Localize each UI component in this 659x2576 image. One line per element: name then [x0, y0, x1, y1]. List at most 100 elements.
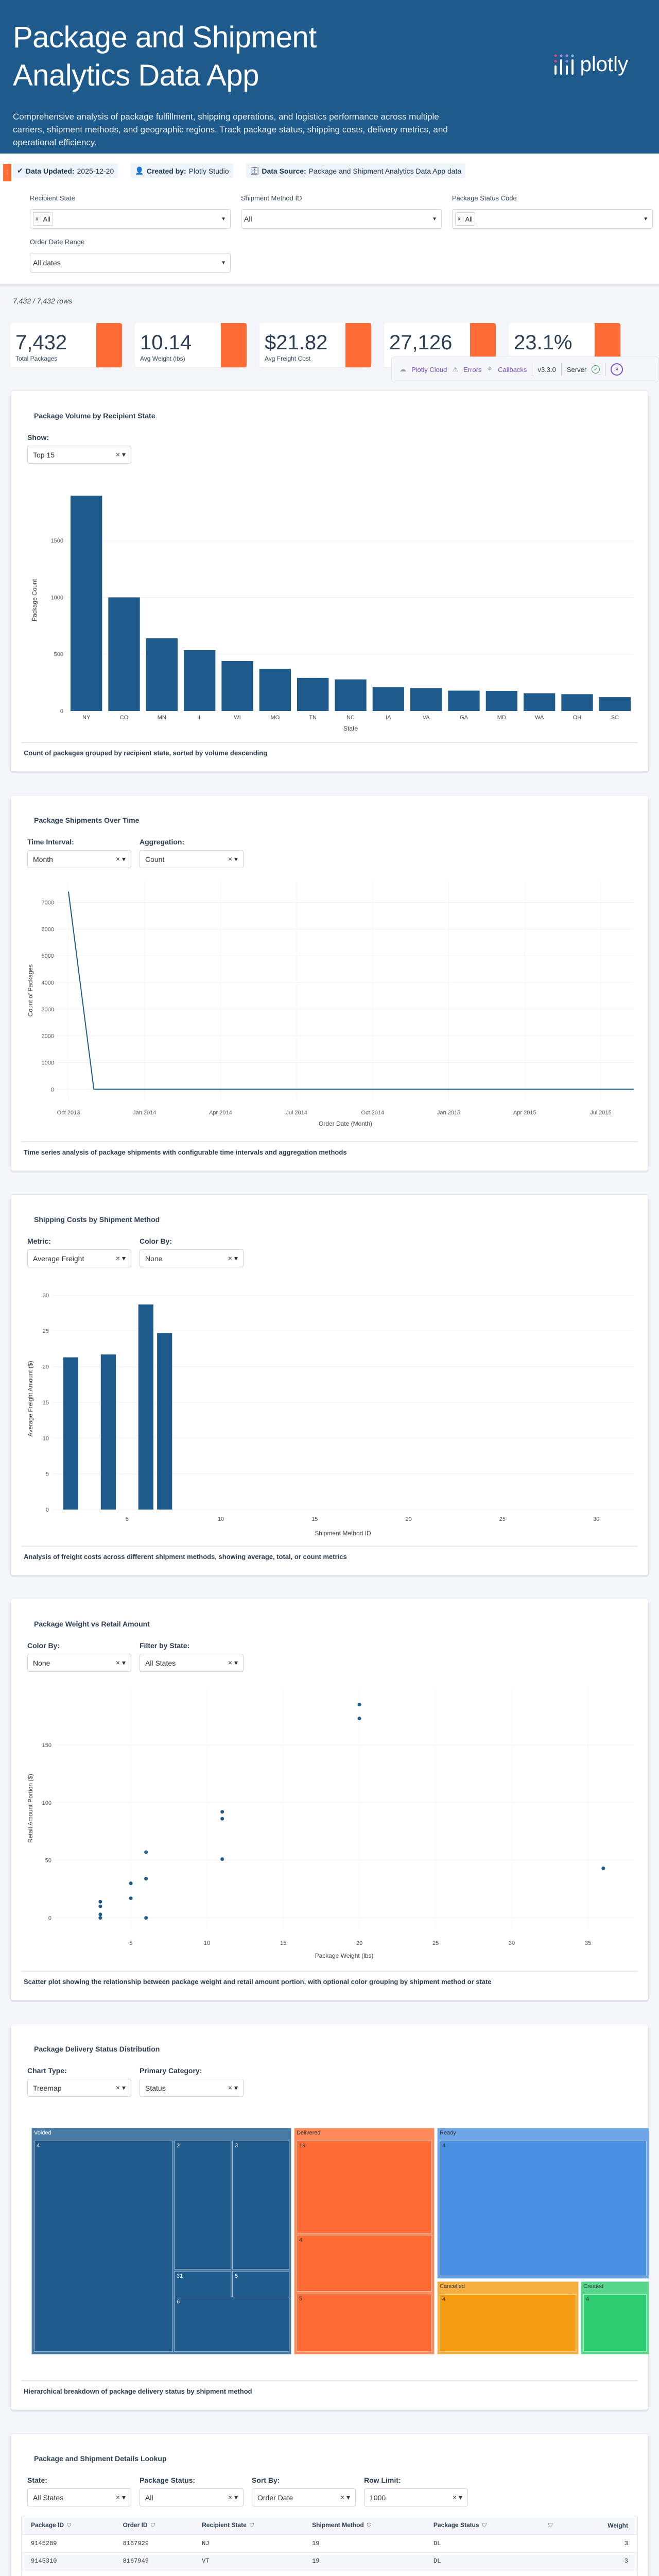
column-header[interactable]: Weight: [576, 2516, 637, 2535]
bar[interactable]: [448, 690, 480, 711]
table-row[interactable]: 83808417491242MA33: [22, 2570, 637, 2576]
treemap-tile[interactable]: 4: [34, 2141, 173, 2352]
scatter-point[interactable]: [357, 1703, 361, 1707]
bar[interactable]: [138, 1304, 153, 1510]
chevron-down-icon[interactable]: ▼: [221, 216, 226, 222]
clear-chevron-icon[interactable]: × ▾: [228, 855, 238, 863]
scatter-point[interactable]: [144, 1877, 148, 1881]
clear-chevron-icon[interactable]: × ▾: [115, 2083, 126, 2092]
treemap-tile[interactable]: 4: [440, 2294, 576, 2352]
remove-chip-icon[interactable]: x: [456, 216, 463, 222]
show-dropdown[interactable]: Top 15 × ▾: [27, 446, 131, 464]
clear-chevron-icon[interactable]: × ▾: [228, 1254, 238, 1262]
filter-funnel-icon[interactable]: ⛉: [67, 2522, 72, 2529]
lookup-dropdown[interactable]: 1000 × ▾: [364, 2488, 468, 2506]
clear-chevron-icon[interactable]: × ▾: [340, 2493, 350, 2501]
bar[interactable]: [335, 679, 367, 711]
clear-chevron-icon[interactable]: × ▾: [115, 855, 126, 863]
clear-chevron-icon[interactable]: × ▾: [115, 1658, 126, 1667]
time-interval-dropdown[interactable]: Month × ▾: [27, 850, 131, 868]
bar[interactable]: [524, 693, 556, 711]
bar[interactable]: [221, 660, 253, 711]
bar[interactable]: [297, 677, 329, 711]
filter-sliders-icon[interactable]: ⫶: [3, 164, 11, 181]
chart-type-dropdown[interactable]: Treemap × ▾: [27, 2079, 131, 2097]
scatter-color-dropdown[interactable]: None × ▾: [27, 1654, 131, 1672]
plotly-cloud-button[interactable]: Plotly Cloud: [411, 365, 447, 374]
scatter-point[interactable]: [144, 1916, 148, 1920]
status-treemap[interactable]: Voided 4 2 3 31 5 6 Delivered 19 4 5 Ready 4 Cancelle…: [21, 2128, 649, 2362]
bar[interactable]: [108, 597, 140, 711]
column-header[interactable]: ⛉: [536, 2516, 577, 2535]
state-filter-dropdown[interactable]: All States × ▾: [140, 1654, 244, 1672]
scatter-point[interactable]: [220, 1857, 224, 1861]
shipment-method-dropdown[interactable]: All ▼: [241, 209, 442, 229]
treemap-tile[interactable]: 3: [232, 2141, 289, 2269]
column-header[interactable]: Recipient State ⛉: [193, 2516, 303, 2535]
scatter-point[interactable]: [144, 1850, 148, 1854]
weight-retail-scatter[interactable]: 0 50 100 150 5 10 15 20 25 30 35 Package Weight (lb…: [21, 1677, 639, 1965]
treemap-tile[interactable]: 4: [583, 2294, 647, 2352]
chevron-down-icon[interactable]: ▼: [432, 216, 437, 222]
scatter-point[interactable]: [98, 1900, 102, 1904]
scatter-point[interactable]: [129, 1896, 133, 1901]
bar[interactable]: [410, 688, 442, 711]
chevron-down-icon[interactable]: ▼: [221, 260, 226, 266]
lookup-dropdown[interactable]: Order Date × ▾: [252, 2488, 356, 2506]
scatter-point[interactable]: [220, 1817, 224, 1821]
bar[interactable]: [157, 1333, 172, 1510]
clear-chevron-icon[interactable]: × ▾: [228, 1658, 238, 1667]
bar[interactable]: [71, 496, 102, 711]
filter-funnel-icon[interactable]: ⛉: [548, 2522, 553, 2529]
scatter-point[interactable]: [357, 1716, 361, 1720]
clear-chevron-icon[interactable]: × ▾: [228, 2493, 238, 2501]
clear-chevron-icon[interactable]: × ▾: [452, 2493, 462, 2501]
clear-chevron-icon[interactable]: × ▾: [228, 2083, 238, 2092]
state-volume-bar-chart[interactable]: 0 500 1000 1500 NY CO MN IL WI MO TN NC IA VA GA MD WA OH…: [21, 469, 639, 737]
table-row[interactable]: 9145289 8167929 NJ 19 DL 3: [22, 2534, 637, 2553]
primary-category-dropdown[interactable]: Status × ▾: [140, 2079, 244, 2097]
column-header[interactable]: Order ID ⛉: [113, 2516, 193, 2535]
shipments-line-chart[interactable]: 0 1000 2000 3000 4000 5000 6000 7000 Oct 2013 Jan…: [21, 873, 639, 1136]
aggregation-dropdown[interactable]: Count × ▾: [140, 850, 244, 868]
column-header[interactable]: Shipment Method ⛉: [303, 2516, 424, 2535]
treemap-tile[interactable]: 4: [440, 2141, 647, 2276]
color-by-dropdown[interactable]: None × ▾: [140, 1249, 244, 1267]
freight-bar-chart[interactable]: 0 5 10 15 20 25 30 5 10 15 20 25 30 Shipment Method I…: [21, 1273, 639, 1540]
bar[interactable]: [100, 1354, 116, 1510]
scatter-point[interactable]: [220, 1810, 224, 1814]
order-date-dropdown[interactable]: All dates ▼: [30, 253, 231, 273]
bar[interactable]: [599, 697, 631, 711]
filter-funnel-icon[interactable]: ⛉: [150, 2522, 155, 2529]
treemap-tile[interactable]: 4: [297, 2235, 432, 2292]
bar[interactable]: [372, 687, 404, 711]
remove-chip-icon[interactable]: x: [33, 216, 41, 222]
filter-funnel-icon[interactable]: ⛉: [482, 2522, 487, 2529]
recipient-state-dropdown[interactable]: x All ▼: [30, 209, 231, 229]
column-header[interactable]: Package Status ⛉: [424, 2516, 536, 2535]
bar[interactable]: [146, 638, 178, 711]
bar[interactable]: [184, 650, 216, 711]
bar[interactable]: [259, 669, 291, 711]
table-row[interactable]: 9145310 8167949 VT 19 DL 3: [22, 2552, 637, 2570]
scatter-point[interactable]: [129, 1881, 133, 1885]
scatter-point[interactable]: [98, 1904, 102, 1908]
metric-dropdown[interactable]: Average Freight × ▾: [27, 1249, 131, 1267]
scatter-point[interactable]: [98, 1912, 102, 1917]
errors-button[interactable]: Errors: [463, 365, 482, 374]
chevron-down-icon[interactable]: ▼: [643, 216, 648, 222]
column-header[interactable]: Package ID ⛉: [22, 2516, 114, 2535]
callbacks-button[interactable]: Callbacks: [498, 365, 527, 374]
clear-chevron-icon[interactable]: × ▾: [115, 450, 126, 459]
expand-devtools-button[interactable]: »: [611, 363, 623, 376]
bar[interactable]: [485, 690, 517, 711]
treemap-tile[interactable]: 6: [174, 2297, 289, 2352]
clear-chevron-icon[interactable]: × ▾: [115, 2493, 126, 2501]
treemap-tile[interactable]: 19: [297, 2141, 432, 2233]
trend-line[interactable]: [68, 891, 634, 1090]
scatter-point[interactable]: [601, 1866, 605, 1870]
lookup-dropdown[interactable]: All × ▾: [140, 2488, 244, 2506]
filter-funnel-icon[interactable]: ⛉: [367, 2522, 372, 2529]
package-status-dropdown[interactable]: x All ▼: [452, 209, 653, 229]
treemap-tile[interactable]: 2: [174, 2141, 231, 2269]
